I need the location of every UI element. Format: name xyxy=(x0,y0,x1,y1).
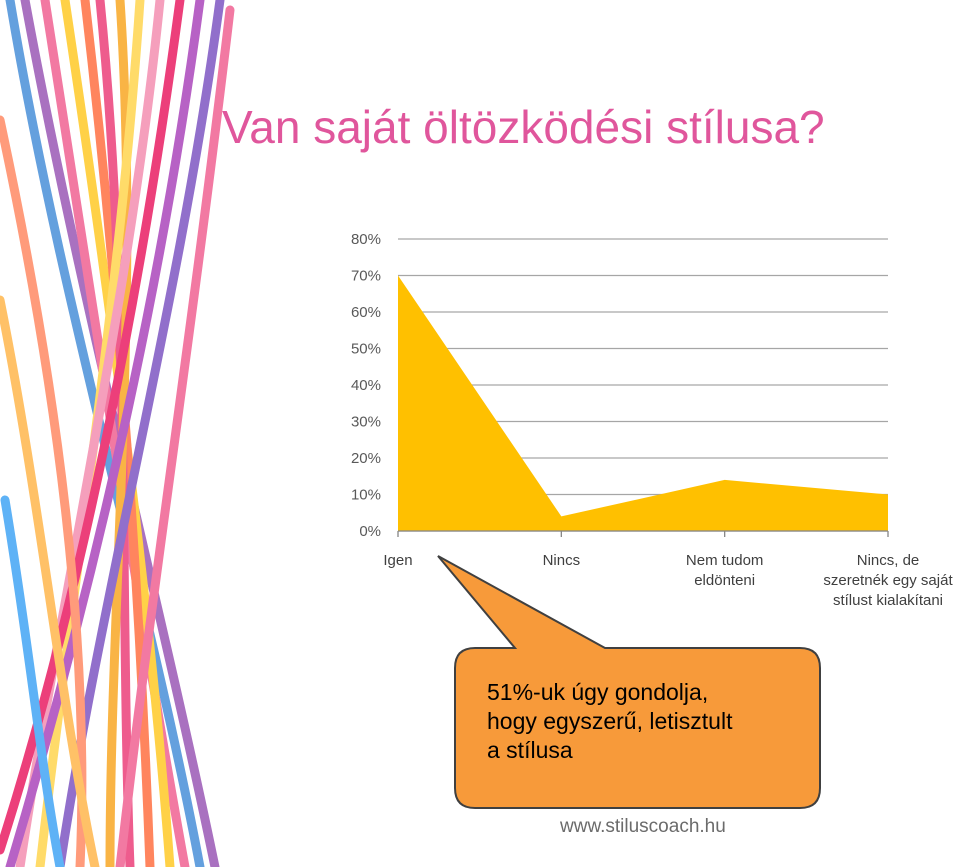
y-tick-label: 40% xyxy=(351,377,381,394)
chart-title: Van saját öltözködési stílusa? xyxy=(222,101,825,153)
x-tick-label: Nincs xyxy=(542,552,581,569)
y-tick-label: 10% xyxy=(351,487,381,504)
y-tick-label: 50% xyxy=(351,341,381,358)
area xyxy=(398,275,888,531)
footer-url: www.stiluscoach.hu xyxy=(560,816,726,837)
y-tick-label: 60% xyxy=(351,304,381,321)
decoration xyxy=(0,0,235,867)
y-tick-label: 30% xyxy=(351,414,381,431)
x-tick-label: Nincs, de szeretnék egy saját stílust ki… xyxy=(823,552,953,609)
callout-box xyxy=(437,555,821,809)
y-tick-label: 70% xyxy=(351,268,381,285)
x-tick-label: Nem tudom eldönteni xyxy=(685,552,764,589)
x-tick-label: Igen xyxy=(383,552,413,569)
y-tick-label: 80% xyxy=(351,231,381,248)
y-tick-label: 20% xyxy=(351,450,381,467)
callout-text: 51%-uk úgy gondolja, hogy egyszerű, leti… xyxy=(487,679,733,763)
chart: 0% 10% 20% 30% 40% 50% 60% 70% 80% xyxy=(351,231,889,540)
y-tick-label: 0% xyxy=(359,523,381,540)
